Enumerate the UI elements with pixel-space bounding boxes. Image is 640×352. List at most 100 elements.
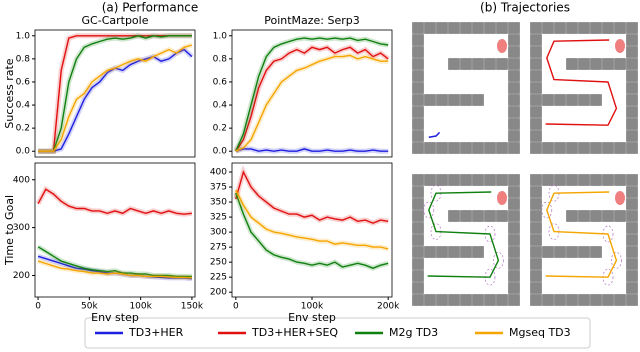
x-tick-label: 150k <box>181 302 204 312</box>
trajectory <box>545 191 618 278</box>
maze-wall <box>472 142 484 154</box>
maze-wall <box>542 294 554 306</box>
series-line <box>235 37 389 152</box>
maze-wall <box>472 174 484 186</box>
maze-wall <box>626 34 638 46</box>
legend-label: TD3+HER+SEQ <box>251 326 338 339</box>
plot-area <box>231 162 393 298</box>
maze-wall <box>626 246 638 258</box>
subgoal <box>541 201 553 219</box>
maze-wall <box>626 142 638 154</box>
maze-wall <box>436 246 448 258</box>
maze-wall <box>626 210 638 222</box>
maze-wall <box>626 174 638 186</box>
maze-wall <box>508 198 520 210</box>
y-tick-label: 1.0 <box>16 31 31 41</box>
maze-wall <box>508 118 520 130</box>
maze-wall <box>508 94 520 106</box>
maze-wall <box>508 234 520 246</box>
maze-wall <box>496 210 508 222</box>
maze-wall <box>614 58 626 70</box>
maze-wall <box>530 46 542 58</box>
maze-wall <box>460 246 472 258</box>
maze-wall <box>566 94 578 106</box>
maze-wall <box>508 246 520 258</box>
maze-wall <box>424 22 436 34</box>
maze-wall <box>542 94 554 106</box>
maze-wall <box>508 222 520 234</box>
maze-wall <box>448 142 460 154</box>
maze-wall <box>424 174 436 186</box>
y-tick-label: 0.2 <box>213 124 227 134</box>
maze-wall <box>412 118 424 130</box>
maze-wall <box>566 22 578 34</box>
maze-wall <box>436 294 448 306</box>
maze-wall <box>626 270 638 282</box>
goal <box>497 191 507 205</box>
legend-label: TD3+HER <box>128 326 184 339</box>
maze-wall <box>530 282 542 294</box>
maze-wall <box>484 58 496 70</box>
maze-wall <box>472 210 484 222</box>
maze-wall <box>626 222 638 234</box>
trajectory <box>545 39 618 126</box>
trajectory <box>428 131 441 138</box>
maze-wall <box>508 210 520 222</box>
maze-wall <box>566 246 578 258</box>
maze-wall <box>566 174 578 186</box>
maze-wall <box>412 282 424 294</box>
series-line <box>38 44 193 152</box>
maze-wall <box>542 142 554 154</box>
maze-wall <box>626 94 638 106</box>
maze-wall <box>626 186 638 198</box>
series-line <box>38 35 192 152</box>
maze-wall <box>578 294 590 306</box>
y-tick-label: 400 <box>210 168 227 178</box>
maze-wall <box>508 58 520 70</box>
maze-wall <box>412 94 424 106</box>
maze-wall <box>412 174 424 186</box>
maze-wall <box>412 46 424 58</box>
y-tick-label: 275 <box>210 243 227 253</box>
y-tick-label: 200 <box>210 288 227 298</box>
maze-wall <box>530 70 542 82</box>
maze-wall <box>602 210 614 222</box>
x-tick-label: 100k <box>129 302 152 312</box>
maze-wall <box>530 118 542 130</box>
maze-wall <box>412 58 424 70</box>
maze-wall <box>412 270 424 282</box>
maze-wall <box>424 142 436 154</box>
maze-wall <box>508 282 520 294</box>
maze-wall <box>626 258 638 270</box>
maze-wall <box>460 294 472 306</box>
maze-wall <box>626 22 638 34</box>
maze-wall <box>496 58 508 70</box>
maze-wall <box>578 58 590 70</box>
maze-wall <box>472 58 484 70</box>
maze-wall <box>436 94 448 106</box>
y-tick-label: 250 <box>210 258 227 268</box>
maze-wall <box>530 94 542 106</box>
x-tick-label: 200k <box>377 302 400 312</box>
series-line <box>235 148 389 152</box>
y-axis-label: Success rate <box>3 58 16 128</box>
maze-wall <box>530 222 542 234</box>
legend-label: Mgseq TD3 <box>509 326 571 339</box>
maze-wall <box>626 82 638 94</box>
maze-wall <box>614 22 626 34</box>
maze-wall <box>530 234 542 246</box>
maze-wall <box>614 174 626 186</box>
plot-area <box>34 162 196 298</box>
maze-wall <box>508 22 520 34</box>
maze-wall <box>530 198 542 210</box>
x-axis-label: Env step <box>91 311 139 324</box>
maze-wall <box>530 82 542 94</box>
maze-wall <box>496 294 508 306</box>
maze-wall <box>448 246 460 258</box>
maze-wall <box>448 22 460 34</box>
y-tick-label: 1.0 <box>213 31 228 41</box>
maze-wall <box>412 210 424 222</box>
series-line <box>37 260 192 279</box>
maze-wall <box>626 70 638 82</box>
